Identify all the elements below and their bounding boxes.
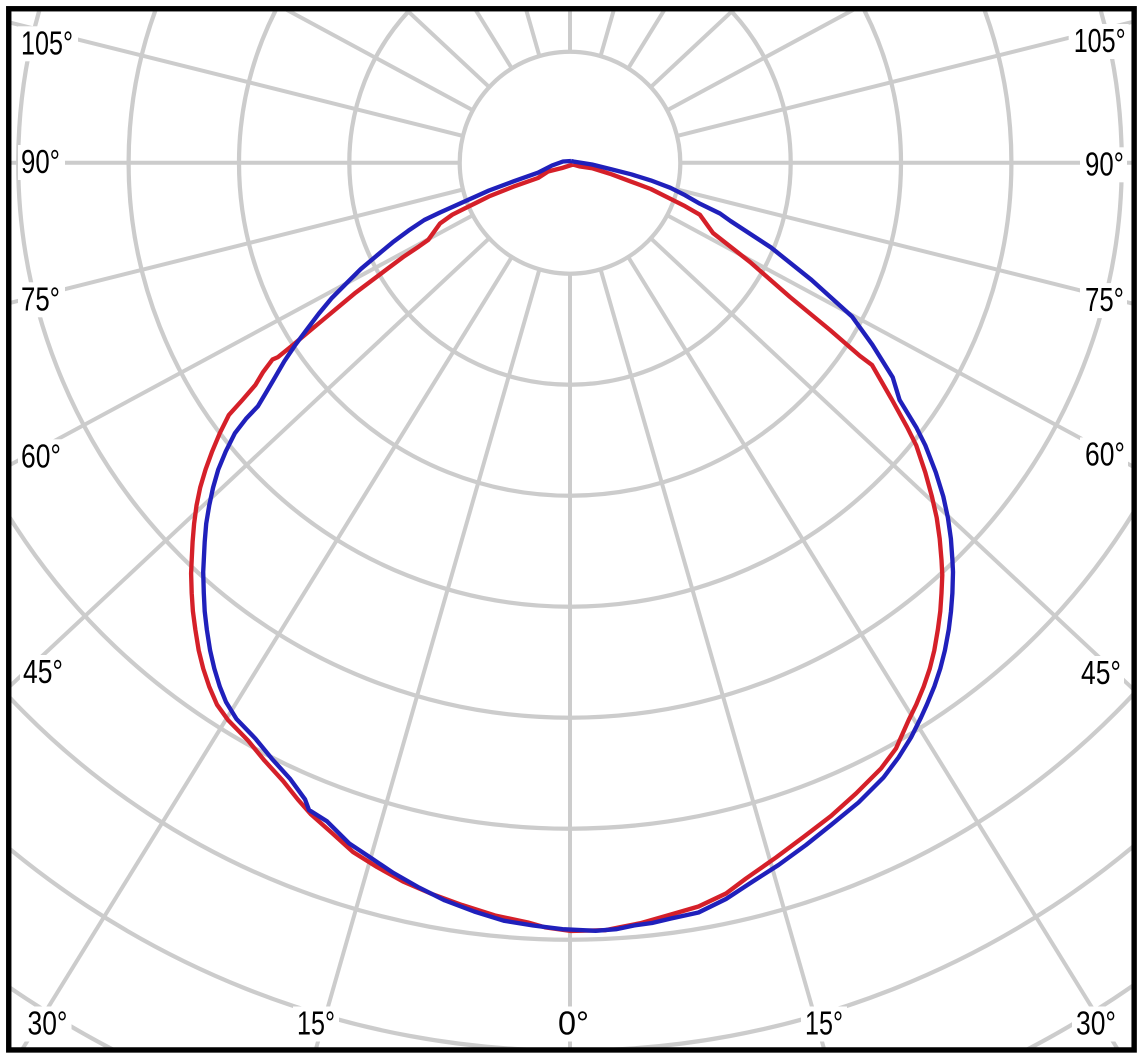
svg-text:90°: 90°: [21, 143, 60, 180]
svg-text:90°: 90°: [1085, 145, 1124, 182]
svg-text:105°: 105°: [1074, 22, 1126, 59]
svg-text:75°: 75°: [21, 280, 60, 317]
svg-text:30°: 30°: [1076, 1005, 1116, 1042]
svg-text:105°: 105°: [21, 24, 73, 61]
svg-text:30°: 30°: [28, 1005, 68, 1042]
svg-text:60°: 60°: [21, 437, 61, 474]
svg-text:45°: 45°: [23, 653, 63, 690]
svg-text:15°: 15°: [297, 1005, 335, 1042]
svg-text:60°: 60°: [1085, 435, 1125, 472]
svg-text:45°: 45°: [1081, 654, 1121, 691]
svg-text:15°: 15°: [805, 1005, 843, 1042]
svg-text:75°: 75°: [1085, 281, 1124, 318]
svg-text:0°: 0°: [558, 1005, 589, 1042]
